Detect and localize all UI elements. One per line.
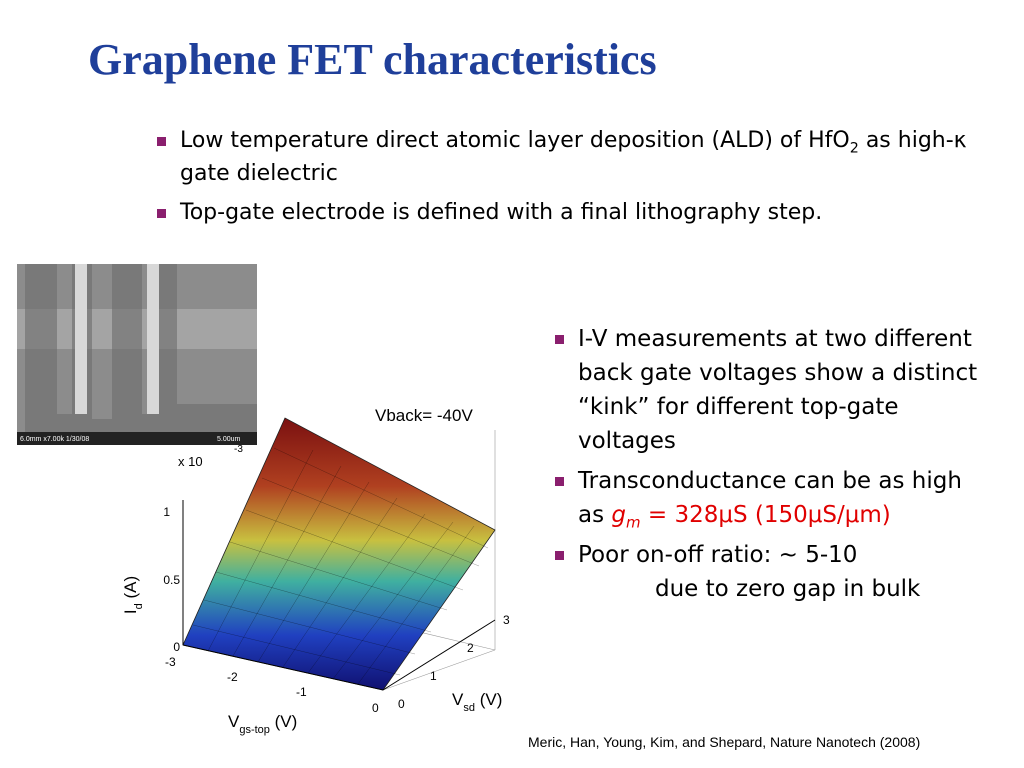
bullet: Low temperature direct atomic layer depo… [157,124,1019,190]
bullet-text: Poor on-off ratio: ~ 5-10 [578,542,858,568]
bullet-text: Transconductance can be as high as [578,468,962,528]
z-tick-label: 0 [173,640,180,654]
bullet: Transconductance can be as high as gm = … [555,464,995,532]
multiplier: x 10 [178,454,203,469]
label-sub: gs-top [239,724,270,736]
subscript: 2 [849,140,859,157]
y-tick-label: 1 [430,669,437,683]
surface-plot: Vback= -40V x 10 -3 0 0.5 1 Id (A) -3 -2… [121,406,510,736]
surface-mesh [192,447,489,685]
y-axis-label: Vsd (V) [452,690,502,714]
highlight-text: = 328μS (150μS/μm) [640,502,891,528]
y-tick-label: 2 [467,641,474,655]
bullet-continuation: due to zero gap in bulk [655,576,921,602]
bullet-text: as high-κ gate dielectric [180,128,967,186]
symbol-sub: m [626,514,641,532]
sem-gate [75,264,87,414]
y-tick-label: 3 [503,613,510,627]
sem-info: 6.0mm x7.00k 1/30/08 [20,436,89,443]
z-tick-label: 0.5 [163,573,180,587]
bullet: Top-gate electrode is defined with a fin… [157,196,1019,229]
x-tick-label: -2 [227,670,238,684]
x-tick-label: -3 [165,655,176,669]
symbol-sub-text: m [626,513,641,532]
bullet-text: Low temperature direct atomic layer depo… [180,128,850,153]
right-bullets: I-V measurements at two different back g… [555,322,995,612]
label-unit: (V) [270,712,297,731]
symbol: g [611,502,626,528]
sem-gate [147,264,159,414]
label-main: V [228,712,240,731]
y-tick-label: 0 [398,697,405,711]
label-main: V [452,690,464,709]
x-tick-label: -1 [296,685,307,699]
y-axis [382,619,496,691]
top-bullets: Low temperature direct atomic layer depo… [157,124,1019,235]
x-axis-label: Vgs-top (V) [228,712,297,736]
bullet: I-V measurements at two different back g… [555,322,995,458]
x-axis [182,644,384,691]
label-sub: d [133,603,145,609]
plot-title: Vback= -40V [375,406,473,425]
label-unit: (V) [475,690,502,709]
citation: Meric, Han, Young, Kim, and Shepard, Nat… [528,734,921,750]
label-sub: sd [463,702,475,714]
multiplier-exponent: -3 [234,444,243,455]
sem-scale: 5.00um [217,436,241,443]
z-tick-label: 1 [163,505,170,519]
sem-image: 6.0mm x7.00k 1/30/08 5.00um [17,264,257,445]
bullet-text: Top-gate electrode is defined with a fin… [180,200,823,225]
slide-title: Graphene FET characteristics [88,35,657,84]
bullet-text: I-V measurements at two different back g… [578,326,978,454]
z-axis-label: Id (A) [121,576,145,614]
x-tick-label: 0 [372,701,379,715]
label-unit: (A) [121,576,140,603]
label-main: I [121,609,140,614]
bullet: Poor on-off ratio: ~ 5-10 due to zero gap… [555,538,995,606]
sem-info-bar [17,432,257,445]
highlight: gm = 328μS (150μS/μm) [611,502,891,530]
